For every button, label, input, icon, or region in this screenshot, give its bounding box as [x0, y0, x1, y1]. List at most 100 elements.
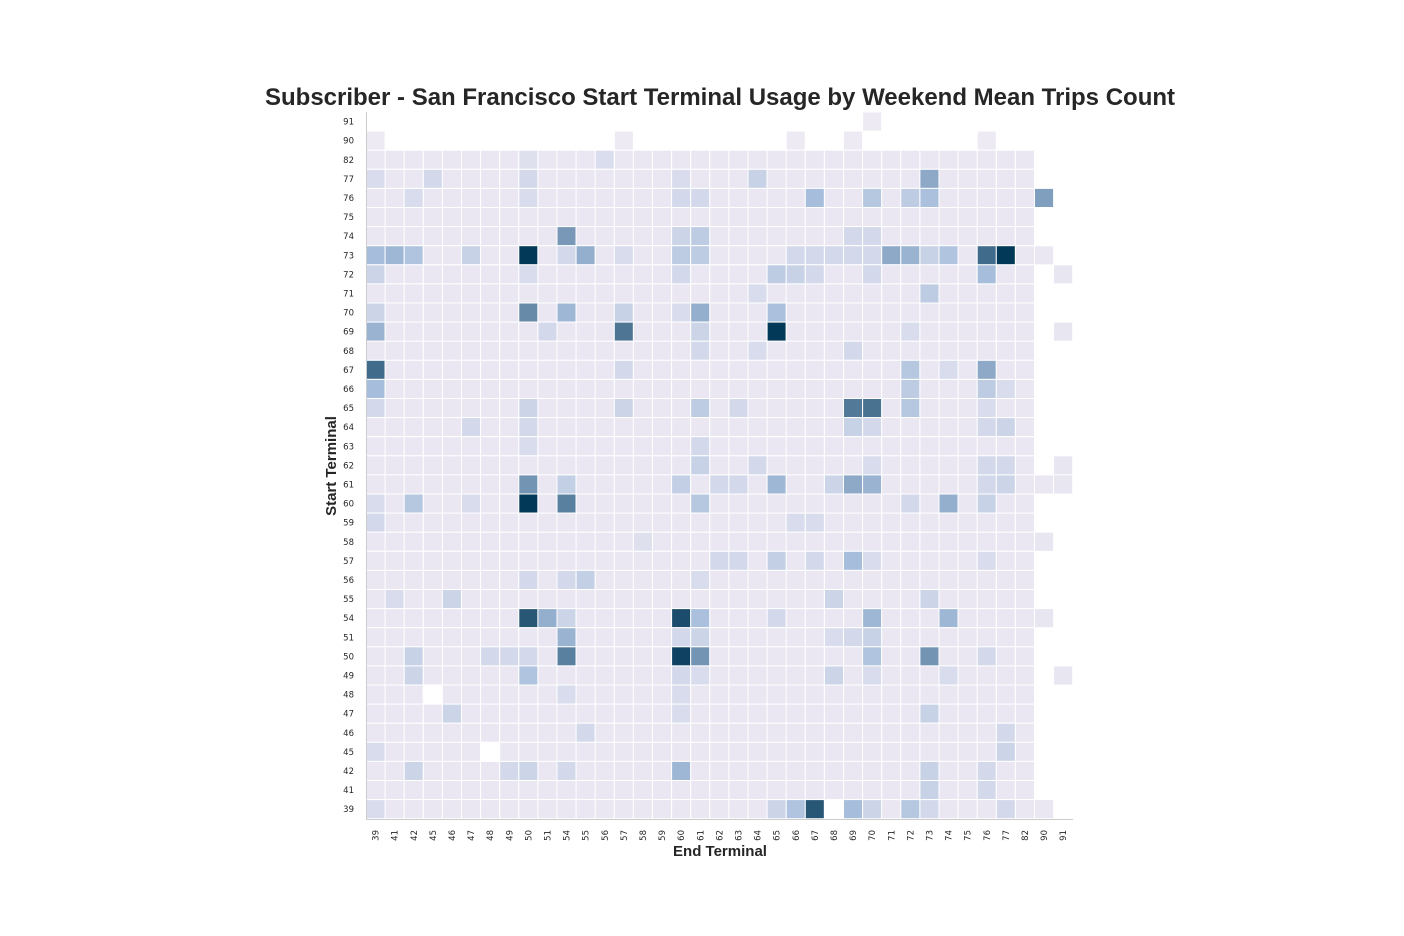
heatmap-cell-59-60	[671, 512, 692, 533]
heatmap-cell-54-54	[556, 608, 577, 629]
heatmap-cell-63-58	[632, 436, 654, 457]
heatmap-cell-62-82	[1014, 455, 1036, 476]
heatmap-cell-68-49	[499, 340, 520, 361]
heatmap-cell-77-62	[709, 168, 730, 189]
heatmap-cell-57-74	[938, 550, 959, 571]
heatmap-cell-51-61	[690, 627, 711, 648]
heatmap-cell-57-76	[976, 550, 997, 571]
heatmap-cell-77-45	[422, 168, 443, 189]
heatmap-cell-64-76	[976, 417, 997, 438]
heatmap-cell-72-62	[709, 264, 730, 285]
heatmap-cell-74-82	[1014, 226, 1036, 247]
heatmap-cell-59-69	[843, 512, 864, 533]
heatmap-cell-74-55	[575, 226, 596, 247]
heatmap-cell-57-60	[671, 550, 692, 571]
heatmap-cell-48-64	[747, 684, 768, 705]
heatmap-cell-65-68	[823, 398, 845, 419]
heatmap-cell-77-48	[480, 168, 501, 189]
heatmap-cell-68-42	[403, 340, 424, 361]
heatmap-cell-73-41	[384, 245, 405, 266]
heatmap-cell-61-76	[976, 474, 997, 495]
heatmap-cell-77-64	[747, 168, 768, 189]
heatmap-cell-54-70	[862, 608, 883, 629]
heatmap-cell-59-75	[957, 512, 978, 533]
heatmap-cell-77-66	[785, 168, 806, 189]
heatmap-cell-65-54	[556, 398, 577, 419]
heatmap-cell-77-59	[652, 168, 673, 189]
heatmap-cell-67-50	[518, 359, 539, 380]
heatmap-cell-73-47	[461, 245, 482, 266]
heatmap-cell-58-46	[441, 531, 462, 552]
heatmap-cell-75-66	[785, 207, 806, 228]
heatmap-cell-46-82	[1014, 722, 1036, 743]
heatmap-cell-62-65	[766, 455, 787, 476]
heatmap-cell-64-49	[499, 417, 520, 438]
heatmap-cell-56-50	[518, 569, 539, 591]
heatmap-cell-45-74	[938, 741, 959, 762]
heatmap-cell-51-48	[480, 627, 501, 648]
heatmap-cell-76-50	[518, 187, 539, 208]
heatmap-cell-45-57	[613, 741, 634, 762]
heatmap-cell-54-66	[785, 608, 806, 629]
heatmap-cell-68-64	[747, 340, 768, 361]
heatmap-cell-73-82	[1014, 245, 1036, 266]
heatmap-cell-41-48	[480, 780, 501, 801]
heatmap-cell-71-39	[365, 283, 386, 304]
heatmap-cell-69-51	[537, 321, 558, 342]
heatmap-cell-70-50	[518, 302, 539, 323]
heatmap-cell-48-57	[613, 684, 634, 705]
heatmap-cell-46-46	[441, 722, 462, 743]
heatmap-cell-75-69	[843, 207, 864, 228]
heatmap-cell-46-39	[365, 722, 386, 743]
heatmap-cell-66-42	[403, 378, 424, 399]
heatmap-cell-59-39	[365, 512, 386, 533]
heatmap-cell-54-76	[976, 608, 997, 629]
heatmap-cell-58-68	[823, 531, 845, 552]
heatmap-cell-77-60	[671, 168, 692, 189]
heatmap-cell-47-57	[613, 703, 634, 724]
heatmap-cell-47-55	[575, 703, 596, 724]
heatmap-cell-68-61	[690, 340, 711, 361]
heatmap-cell-48-59	[652, 684, 673, 705]
heatmap-cell-61-57	[613, 474, 634, 495]
heatmap-cell-68-82	[1014, 340, 1036, 361]
heatmap-cell-42-73	[919, 760, 940, 782]
heatmap-cell-46-55	[575, 722, 596, 743]
heatmap-cell-70-54	[556, 302, 577, 323]
heatmap-cell-82-74	[938, 149, 959, 170]
heatmap-cell-64-70	[862, 417, 883, 438]
heatmap-cell-73-61	[690, 245, 711, 266]
heatmap-cell-49-48	[480, 665, 501, 686]
heatmap-cell-68-65	[766, 340, 787, 361]
heatmap-cell-62-49	[499, 455, 520, 476]
heatmap-cell-71-42	[403, 283, 424, 304]
heatmap-cell-71-66	[785, 283, 806, 304]
heatmap-cell-62-66	[785, 455, 806, 476]
heatmap-cell-55-46	[441, 589, 462, 610]
heatmap-cell-51-70	[862, 627, 883, 648]
heatmap-cell-68-74	[938, 340, 959, 361]
heatmap-cell-75-39	[365, 207, 386, 228]
heatmap-cell-67-64	[747, 359, 768, 380]
heatmap-cell-50-69	[843, 646, 864, 667]
heatmap-cell-50-57	[613, 646, 634, 667]
heatmap-cell-39-74	[938, 799, 959, 820]
heatmap-cell-77-58	[632, 168, 654, 189]
heatmap-cell-63-57	[613, 436, 634, 457]
heatmap-cell-70-59	[652, 302, 673, 323]
heatmap-cell-70-47	[461, 302, 482, 323]
y-tick-label: 55	[343, 595, 354, 605]
heatmap-cell-77-71	[881, 168, 902, 189]
heatmap-cell-60-69	[843, 493, 864, 514]
heatmap-cell-60-74	[938, 493, 959, 514]
heatmap-cell-72-68	[823, 264, 845, 285]
heatmap-cell-66-46	[441, 378, 462, 399]
heatmap-cell-49-45	[422, 665, 443, 686]
heatmap-cell-61-69	[843, 474, 864, 495]
heatmap-cell-77-56	[594, 168, 615, 189]
heatmap-cell-64-59	[652, 417, 673, 438]
heatmap-cell-62-54	[556, 455, 577, 476]
heatmap-cell-61-62	[709, 474, 730, 495]
heatmap-cell-50-56	[594, 646, 615, 667]
heatmap-cell-76-45	[422, 187, 443, 208]
